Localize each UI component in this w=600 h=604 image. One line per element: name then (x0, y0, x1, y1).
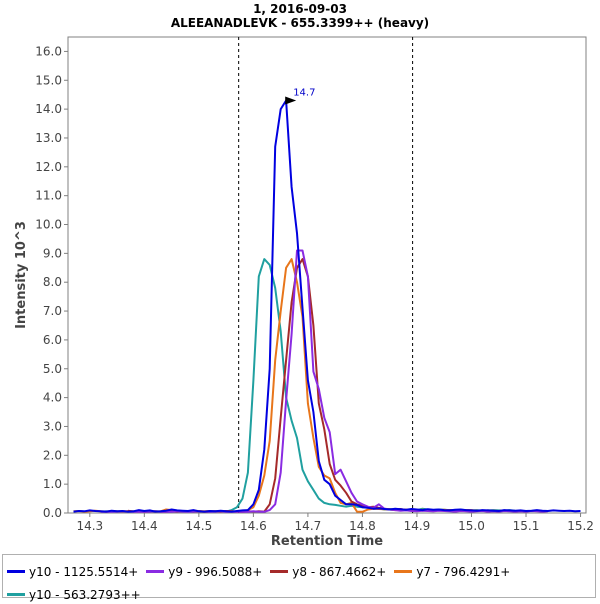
y-tick-label: 15.0 (35, 73, 62, 87)
x-tick-label: 14.8 (349, 519, 376, 533)
legend-label: y8 - 867.4662+ (292, 564, 387, 579)
peak-arrow-icon (285, 96, 297, 105)
legend-label: y10 - 563.2793++ (29, 587, 141, 602)
y-tick-label: 16.0 (35, 44, 62, 58)
legend-label: y7 - 796.4291+ (416, 564, 511, 579)
legend-label: y9 - 996.5088+ (168, 564, 263, 579)
legend-swatch (7, 593, 25, 596)
y-tick-label: 1.0 (43, 477, 62, 491)
peak-label: 14.7 (293, 87, 315, 98)
y-tick-label: 5.0 (43, 362, 62, 376)
legend-swatch (270, 570, 289, 573)
legend-swatch (7, 570, 25, 573)
y-tick-label: 9.0 (43, 246, 62, 260)
x-tick-label: 14.5 (186, 519, 213, 533)
legend-swatch (394, 570, 413, 573)
x-tick-label: 15.1 (513, 519, 540, 533)
y-tick-label: 2.0 (43, 448, 62, 462)
chromatogram-chart: 1, 2016-09-03 ALEEANADLEVK - 655.3399++ … (14, 2, 594, 549)
y-tick-label: 10.0 (35, 218, 62, 232)
chart-title: 1, 2016-09-03 (253, 2, 347, 16)
y-tick-label: 13.0 (35, 131, 62, 145)
x-tick-label: 14.6 (240, 519, 267, 533)
plot-area (67, 36, 587, 514)
legend-item: y9 - 996.5088+ (146, 562, 262, 581)
legend-item: y8 - 867.4662+ (270, 562, 386, 581)
y-tick-label: 11.0 (35, 189, 62, 203)
x-axis-label: Retention Time (271, 534, 383, 549)
x-tick-label: 14.4 (131, 519, 158, 533)
x-tick-label: 14.7 (295, 519, 322, 533)
x-tick-label: 15.0 (458, 519, 485, 533)
y-tick-label: 7.0 (43, 304, 62, 318)
y-tick-label: 6.0 (43, 333, 62, 347)
x-tick-label: 15.2 (567, 519, 594, 533)
legend: y10 - 1125.5514+ y9 - 996.5088+ y8 - 867.4… (2, 554, 596, 602)
y-tick-label: 0.0 (43, 506, 62, 520)
y-axis-label: Intensity 10^3 (14, 221, 29, 329)
y-tick-label: 3.0 (43, 419, 62, 433)
series-line-1 (73, 99, 581, 513)
x-tick-label: 14.3 (76, 519, 103, 533)
y-tick-label: 4.0 (43, 391, 62, 405)
chart-subtitle: ALEEANADLEVK - 655.3399++ (heavy) (171, 16, 429, 30)
legend-item: y10 - 563.2793++ (7, 585, 141, 604)
legend-item: y7 - 796.4291+ (394, 562, 510, 581)
x-tick-label: 14.9 (404, 519, 431, 533)
y-tick-label: 12.0 (35, 160, 62, 174)
y-tick-label: 8.0 (43, 275, 62, 289)
y-tick-label: 14.0 (35, 102, 62, 116)
legend-label: y10 - 1125.5514+ (29, 564, 139, 579)
legend-item: y10 - 1125.5514+ (7, 562, 138, 581)
legend-swatch (146, 570, 165, 573)
